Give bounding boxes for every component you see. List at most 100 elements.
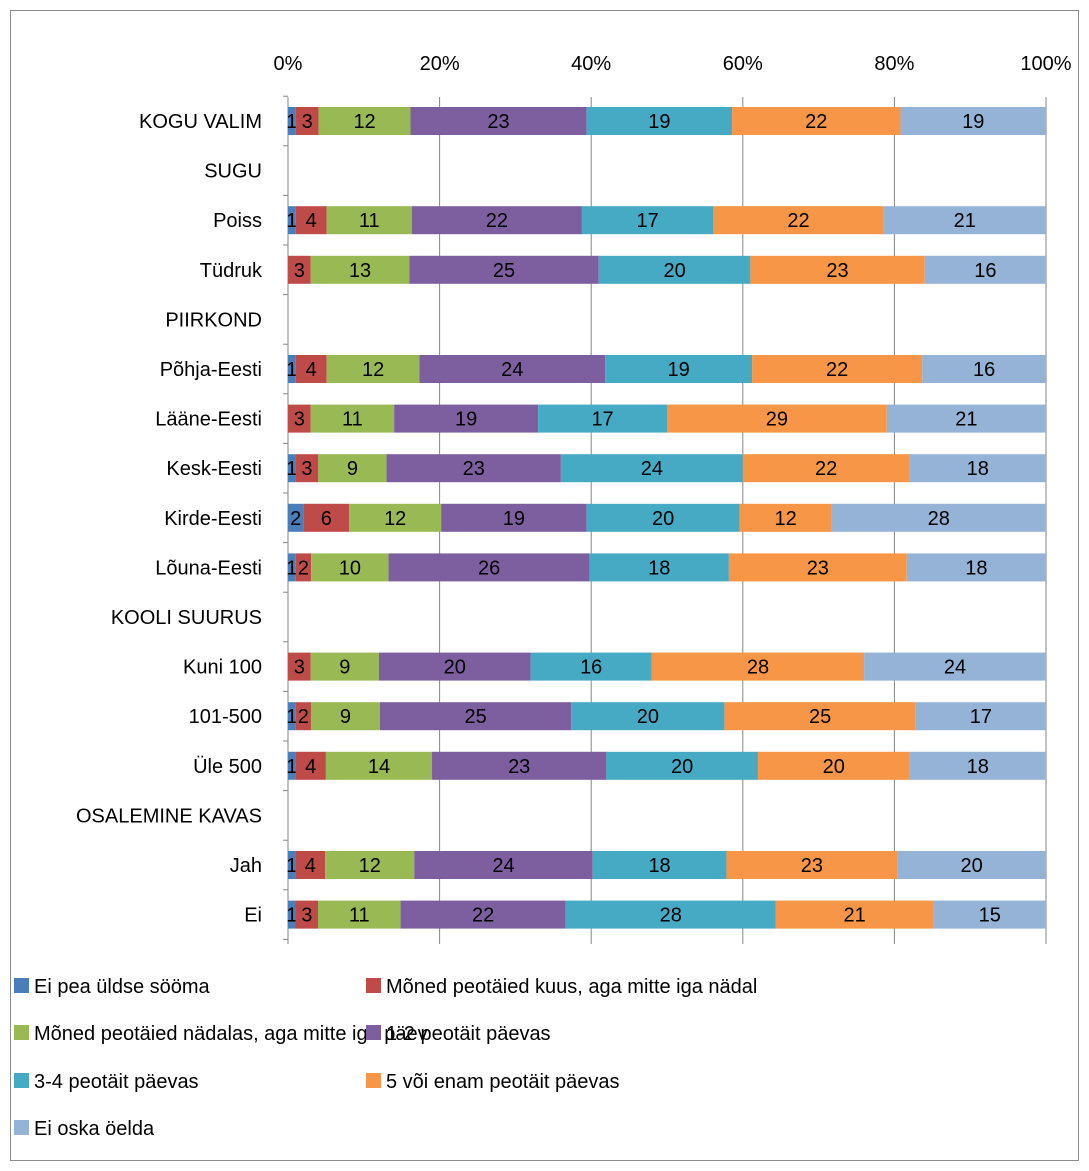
data-label: 26 — [478, 557, 500, 579]
legend-swatch — [14, 1073, 29, 1088]
bar-segment — [728, 553, 907, 582]
bar-segment — [386, 454, 561, 483]
data-label: 25 — [493, 260, 515, 282]
bar-segment — [326, 355, 420, 383]
legend-item: 1-2 peotäit päevas — [366, 1023, 551, 1045]
data-label: 17 — [637, 210, 659, 232]
data-label: 3 — [294, 657, 305, 679]
data-label: 20 — [823, 756, 845, 778]
legend-item: Ei oska öelda — [14, 1118, 155, 1140]
category-label: Põhja-Eesti — [160, 359, 262, 381]
category-label: Ei — [244, 905, 262, 927]
bar-segment — [295, 702, 311, 731]
category-label: SUGU — [204, 161, 262, 183]
data-label: 9 — [347, 458, 358, 480]
data-label: 11 — [359, 210, 380, 232]
bar-segment — [724, 702, 916, 731]
bar-segment — [586, 503, 740, 532]
data-label: 18 — [967, 756, 989, 778]
x-tick-label: 0% — [274, 53, 303, 75]
x-tick-label: 100% — [1020, 53, 1071, 75]
data-label: 24 — [501, 359, 523, 381]
legend-label: Ei pea üldse sööma — [34, 976, 211, 998]
category-label: Jah — [230, 855, 262, 877]
data-label: 18 — [648, 557, 670, 579]
data-label: 19 — [962, 111, 984, 133]
bar-segment — [565, 900, 776, 929]
bar-segment — [581, 206, 714, 235]
data-label: 28 — [660, 905, 682, 927]
bar-segment — [586, 107, 733, 135]
bar-segment — [667, 404, 887, 433]
bar-segment — [318, 900, 401, 929]
data-label: 12 — [362, 359, 384, 381]
legend-item: 3-4 peotäit päevas — [14, 1071, 199, 1093]
bar-segment — [530, 652, 652, 681]
data-label: 10 — [339, 557, 361, 579]
data-label: 19 — [648, 111, 670, 133]
bar-segment — [441, 503, 587, 532]
category-label: OSALEMINE KAVAS — [76, 805, 262, 827]
data-label: 22 — [472, 905, 494, 927]
category-label: Lääne-Eesti — [155, 409, 262, 431]
bar-segment — [288, 553, 296, 582]
bar-segment — [325, 851, 415, 879]
bar-segment — [288, 503, 304, 532]
data-label: 22 — [826, 359, 848, 381]
bar-segment — [739, 503, 832, 532]
bar-segment — [909, 751, 1046, 780]
data-label: 19 — [503, 508, 525, 530]
data-label: 20 — [663, 260, 685, 282]
data-label: 23 — [801, 855, 823, 877]
data-label: 4 — [305, 756, 316, 778]
bar-segment — [560, 454, 743, 483]
legend-label: Ei oska öelda — [34, 1118, 155, 1140]
category-label: Poiss — [213, 210, 262, 232]
category-label: KOOLI SUURUS — [111, 607, 262, 629]
category-label: Kesk-Eesti — [166, 458, 262, 480]
data-label: 2 — [298, 557, 309, 579]
bar-segment — [288, 702, 296, 731]
legend-swatch — [366, 1073, 381, 1088]
data-label: 1 — [286, 557, 297, 579]
data-label: 18 — [965, 557, 987, 579]
bar-segment — [538, 404, 667, 433]
data-label: 1 — [286, 905, 297, 927]
data-label: 25 — [464, 706, 486, 728]
data-label: 20 — [961, 855, 983, 877]
data-label: 24 — [641, 458, 663, 480]
bar-segment — [295, 900, 319, 929]
data-label: 22 — [787, 210, 809, 232]
data-label: 22 — [486, 210, 508, 232]
bar-segment — [288, 652, 311, 681]
bar-segment — [295, 751, 326, 780]
data-label: 15 — [979, 905, 1001, 927]
bar-segment — [742, 454, 910, 483]
bar-segment — [318, 107, 411, 135]
data-label: 1 — [286, 210, 297, 232]
data-label: 16 — [973, 359, 995, 381]
data-label: 3 — [301, 458, 312, 480]
data-label: 12 — [775, 508, 797, 530]
data-label: 3 — [294, 409, 305, 431]
category-label: Kuni 100 — [183, 657, 262, 679]
bar-segment — [933, 900, 1046, 929]
bar-segment — [883, 206, 1046, 235]
bar-segment — [651, 652, 865, 681]
bar-segment — [732, 107, 901, 135]
bar-segment — [325, 751, 433, 780]
chart-frame: 0% 20% 40% 60% 80% 100% KOGU VALIM SUGU Poiss Tüd… — [10, 10, 1079, 1161]
legend-swatch — [14, 1025, 29, 1040]
bar-segment — [432, 751, 607, 780]
legend-item: 5 või enam peotäit päevas — [366, 1071, 620, 1093]
bar-segment — [388, 553, 590, 582]
bar-segment — [900, 107, 1046, 135]
bar-segment — [379, 702, 572, 731]
legend-label: 3-4 peotäit päevas — [34, 1071, 199, 1093]
bar-segment — [915, 702, 1046, 731]
data-label: 9 — [339, 657, 350, 679]
category-label: Üle 500 — [193, 756, 262, 778]
bar-segment — [775, 900, 934, 929]
data-label: 4 — [306, 210, 317, 232]
data-label: 1 — [286, 111, 297, 133]
